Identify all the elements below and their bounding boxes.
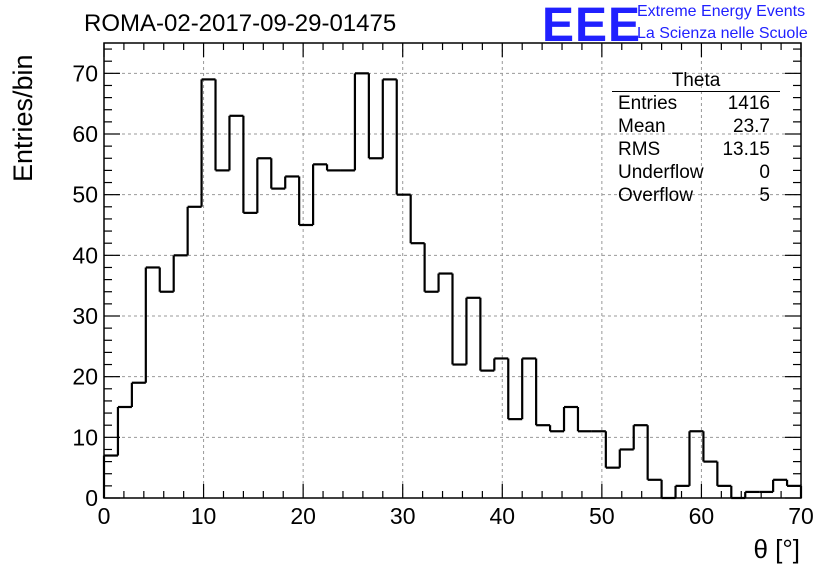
- stats-row-underflow: Underflow 0: [612, 161, 780, 184]
- stats-row-entries: Entries 1416: [612, 92, 780, 115]
- stats-value: 5: [759, 185, 770, 206]
- y-tick-label: 60: [72, 121, 98, 147]
- y-tick-label: 70: [72, 60, 98, 86]
- eee-logo-line2: La Scienza nelle Scuole: [637, 25, 808, 42]
- x-tick-label: 30: [390, 503, 416, 529]
- stats-label: Overflow: [618, 185, 693, 206]
- x-tick-label: 0: [98, 503, 111, 529]
- eee-logo: EEE: [542, 0, 642, 52]
- chart-title: ROMA-02-2017-09-29-01475: [84, 10, 397, 37]
- stats-label: RMS: [618, 139, 661, 160]
- stats-value: 13.15: [722, 139, 770, 160]
- y-tick-label: 0: [85, 485, 98, 511]
- x-tick-label: 70: [788, 503, 814, 529]
- x-tick-label: 40: [489, 503, 515, 529]
- y-axis-label: Entries/bin: [8, 54, 38, 182]
- stats-row-rms: RMS 13.15: [612, 138, 780, 161]
- stats-value: 23.7: [733, 116, 770, 137]
- stats-row-mean: Mean 23.7: [612, 115, 780, 138]
- y-tick-label: 50: [72, 182, 98, 208]
- stats-box: Theta Entries 1416 Mean 23.7 RMS 13.15 U…: [612, 70, 780, 207]
- y-tick-label: 40: [72, 242, 98, 268]
- stats-label: Mean: [618, 116, 666, 137]
- stats-label: Underflow: [618, 162, 704, 183]
- grid-lines: [104, 43, 801, 498]
- plot-area-border: [103, 42, 802, 499]
- x-tick-label: 10: [191, 503, 217, 529]
- stats-value: 1416: [727, 93, 770, 114]
- y-tick-label: 20: [72, 364, 98, 390]
- x-tick-label: 60: [689, 503, 715, 529]
- stats-label: Entries: [618, 93, 678, 114]
- y-tick-label: 30: [72, 303, 98, 329]
- stats-value: 0: [759, 162, 770, 183]
- x-tick-label: 50: [589, 503, 615, 529]
- axis-ticks: [103, 43, 802, 499]
- x-tick-label: 20: [290, 503, 316, 529]
- plot-frame: [103, 42, 802, 499]
- stats-row-overflow: Overflow 5: [612, 184, 780, 207]
- histogram-bars: [102, 72, 803, 500]
- y-tick-label: 10: [72, 424, 98, 450]
- x-axis-label: θ [°]: [753, 534, 800, 564]
- eee-logo-line1: Extreme Energy Events: [637, 3, 806, 20]
- stats-title: Theta: [612, 70, 780, 92]
